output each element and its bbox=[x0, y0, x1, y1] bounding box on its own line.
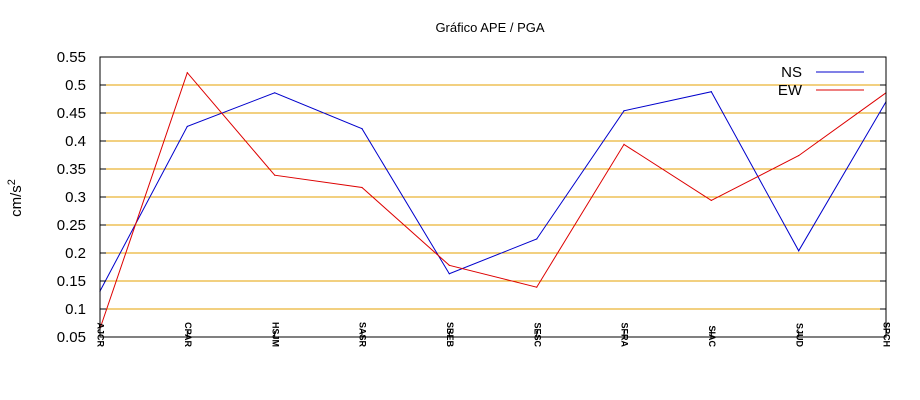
y-tick-label-5: 0.3 bbox=[65, 189, 86, 206]
y-ticks: 0.05 0.1 0.15 0.2 0.25 0.3 0.35 0.4 0.45 0.5 0.55 bbox=[57, 49, 886, 346]
y-tick-label-6: 0.35 bbox=[57, 161, 86, 178]
y-tick-label-2: 0.15 bbox=[57, 273, 86, 290]
legend-label-ns: NS bbox=[781, 64, 802, 81]
x-tick-label-5: SESC bbox=[532, 322, 542, 347]
chart-title: Gráfico APE / PGA bbox=[435, 20, 544, 35]
series-line-ew bbox=[99, 71, 887, 329]
data-point-ew-cpar bbox=[186, 72, 188, 74]
y-tick-label-8: 0.45 bbox=[57, 105, 86, 122]
data-point-ew-sbeb bbox=[448, 264, 450, 266]
y-tick-label-0: 0.05 bbox=[57, 329, 86, 346]
y-tick-label-3: 0.2 bbox=[65, 245, 86, 262]
x-tick-label-4: SBEB bbox=[445, 322, 455, 348]
x-tick-label-0: AJCR bbox=[96, 322, 106, 347]
data-point-ew-sasr bbox=[361, 186, 363, 189]
data-point-ew-hsjm bbox=[274, 174, 276, 176]
y-tick-label-9: 0.5 bbox=[65, 77, 86, 94]
series-points-ew bbox=[99, 72, 887, 330]
data-point-ns-sesc bbox=[536, 238, 538, 240]
series-layer bbox=[99, 71, 887, 330]
legend-label-ew: EW bbox=[778, 82, 803, 99]
x-tick-label-1: CPAR bbox=[183, 322, 193, 347]
data-point-ns-siac bbox=[710, 91, 712, 93]
data-point-ns-sjud bbox=[798, 250, 800, 252]
y-axis-label: cm/s2 bbox=[6, 179, 25, 217]
data-point-ew-siac bbox=[710, 199, 712, 201]
data-point-ns-sasr bbox=[361, 128, 363, 130]
data-point-ew-sfra bbox=[623, 143, 625, 145]
x-tick-label-3: SASR bbox=[358, 322, 368, 348]
x-tick-label-9: SPCH bbox=[882, 322, 892, 347]
series-line-ns bbox=[99, 91, 887, 292]
x-ticks: AJCR CPAR HSJM SASR SBEB SESC SFRA SIAC SJUD SPCH bbox=[96, 322, 892, 348]
series-points-ns bbox=[99, 91, 887, 292]
y-tick-label-7: 0.4 bbox=[65, 133, 86, 150]
y-tick-label-10: 0.55 bbox=[57, 49, 86, 66]
y-axis-label-exponent: 2 bbox=[6, 179, 18, 185]
grid bbox=[100, 56, 886, 338]
y-tick-label-4: 0.25 bbox=[57, 217, 86, 234]
x-tick-label-7: SIAC bbox=[707, 325, 717, 347]
data-point-ns-sfra bbox=[623, 110, 625, 112]
x-tick-label-2: HSJM bbox=[270, 322, 280, 347]
y-axis-label-unit: cm/s bbox=[8, 185, 25, 217]
data-point-ns-sbeb bbox=[448, 273, 450, 275]
data-point-ns-hsjm bbox=[274, 92, 276, 94]
x-tick-label-8: SJUD bbox=[794, 323, 804, 348]
x-tick-label-6: SFRA bbox=[620, 323, 630, 348]
data-point-ns-cpar bbox=[186, 125, 188, 128]
data-point-ew-sjud bbox=[798, 154, 800, 157]
data-point-ew-sesc bbox=[536, 286, 538, 288]
y-tick-label-1: 0.1 bbox=[65, 301, 86, 318]
